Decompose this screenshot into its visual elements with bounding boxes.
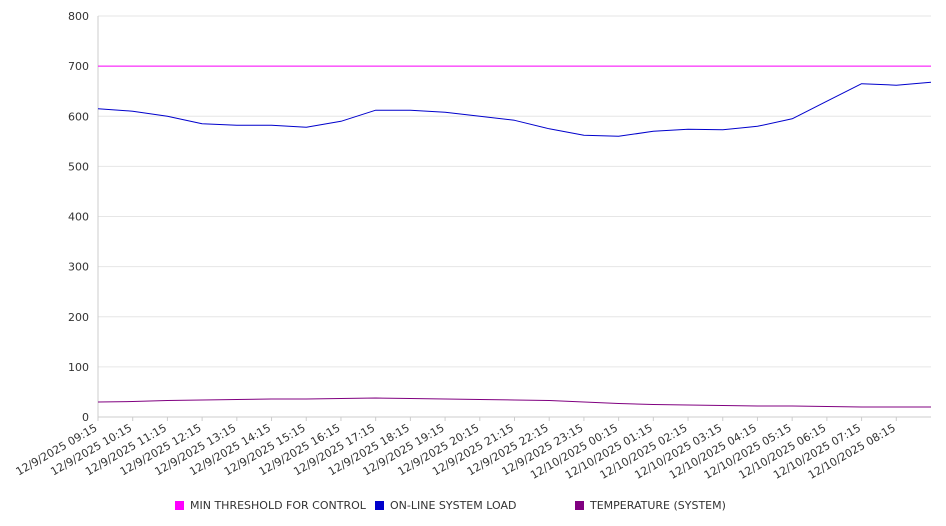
axes: [97, 16, 931, 421]
legend-item-temperature[interactable]: TEMPERATURE (SYSTEM): [575, 499, 726, 512]
y-tick-label-800: 800: [68, 10, 89, 23]
legend-swatch-system-load: [375, 501, 384, 510]
series-line-2: [97, 397, 931, 408]
series-line-1: [97, 81, 932, 137]
series-lines: [97, 65, 932, 408]
y-tick-label-500: 500: [68, 160, 89, 173]
legend-swatch-temperature: [575, 501, 584, 510]
legend-label-system-load: ON-LINE SYSTEM LOAD: [390, 499, 517, 512]
y-tick-label-600: 600: [68, 110, 89, 123]
legend-swatch-threshold: [175, 501, 184, 510]
y-tick-label-700: 700: [68, 60, 89, 73]
legend-label-temperature: TEMPERATURE (SYSTEM): [590, 499, 726, 512]
y-tick-label-0: 0: [82, 411, 89, 424]
legend-item-system-load[interactable]: ON-LINE SYSTEM LOAD: [375, 499, 516, 512]
y-tick-label-300: 300: [68, 261, 89, 274]
y-tick-label-200: 200: [68, 311, 89, 324]
y-tick-labels: 0 100 200 300 400 500 600 700 800: [68, 10, 89, 424]
y-tick-label-400: 400: [68, 211, 89, 224]
grid-lines: [98, 15, 931, 368]
legend: MIN THRESHOLD FOR CONTROL ON-LINE SYSTEM…: [0, 499, 946, 513]
legend-item-threshold[interactable]: MIN THRESHOLD FOR CONTROL: [175, 499, 366, 512]
y-tick-label-100: 100: [68, 361, 89, 374]
legend-label-threshold: MIN THRESHOLD FOR CONTROL: [190, 499, 366, 512]
